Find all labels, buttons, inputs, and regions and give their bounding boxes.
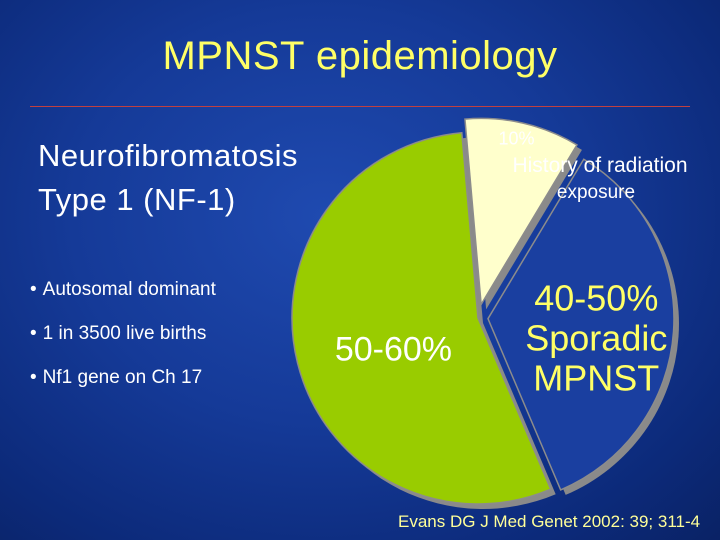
bullet-live-births: 1 in 3500 live births xyxy=(30,322,216,346)
title-divider xyxy=(30,106,690,107)
pie-slice-label-1-line-1: Sporadic xyxy=(525,317,667,358)
pie-slice-label-1-line-0: 40-50% xyxy=(534,277,658,318)
pie-slices xyxy=(291,117,675,505)
pie-slice-label-1-line-2: MPNST xyxy=(533,357,659,398)
bullet-autosomal-dominant: Autosomal dominant xyxy=(30,278,216,302)
pie-slice-2 xyxy=(464,117,578,307)
pie-slice-0 xyxy=(291,131,552,505)
citation: Evans DG J Med Genet 2002: 39; 311-4 xyxy=(398,512,701,531)
pie-slice-label-0-line-0: 50-60% xyxy=(335,331,452,369)
nf1-bullet-list: Autosomal dominant 1 in 3500 live births… xyxy=(30,278,216,410)
heading-line-1: Neurofibromatosis xyxy=(38,138,299,173)
heading-line-2: Type 1 (NF-1) xyxy=(38,182,236,217)
slide-title: MPNST epidemiology xyxy=(162,34,558,78)
pie-slice-label-2-line-0: 10% xyxy=(498,128,534,148)
pie-slice-1 xyxy=(487,158,675,491)
bullet-nf1-gene: Nf1 gene on Ch 17 xyxy=(30,366,216,390)
annotation-line-2: exposure xyxy=(557,182,635,203)
nf1-heading: Neurofibromatosis Type 1 (NF-1) xyxy=(38,134,298,222)
annotation-line-1: History of radiation xyxy=(512,154,687,177)
